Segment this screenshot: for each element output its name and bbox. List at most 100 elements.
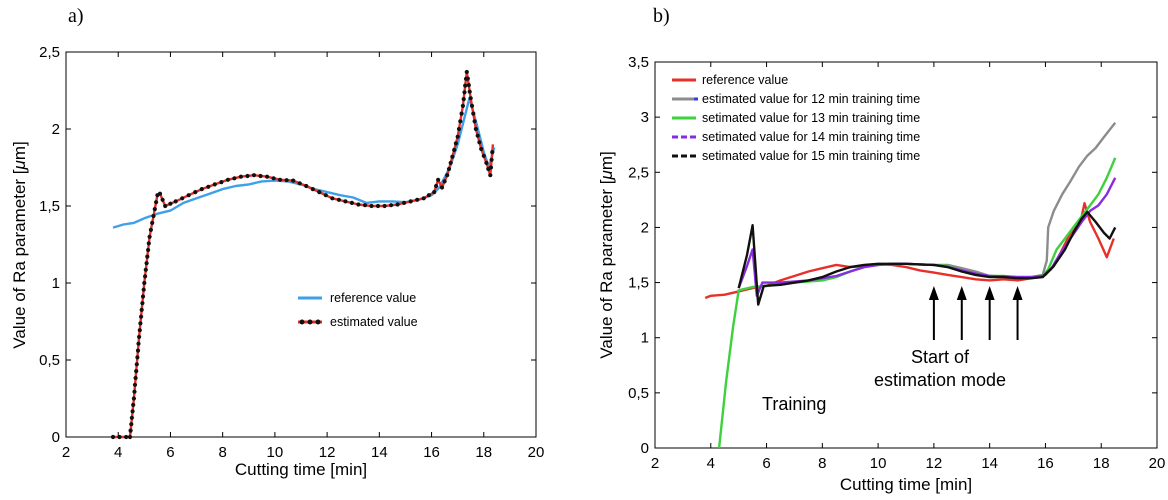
- series-marker-a-1: [138, 321, 143, 326]
- series-marker-a-1: [199, 187, 204, 192]
- series-marker-a-1: [473, 126, 478, 132]
- series-marker-a-1: [137, 334, 142, 339]
- series-marker-a-1: [465, 76, 470, 81]
- x-axis-title-b: Cutting time [min]: [840, 475, 972, 494]
- series-marker-a-1: [432, 190, 437, 195]
- series-marker-a-1: [117, 434, 122, 440]
- arrow-head-3: [1012, 286, 1023, 300]
- y-tick-label-b-4: 2: [641, 219, 649, 236]
- series-marker-a-1: [146, 247, 151, 253]
- series-marker-a-1: [291, 178, 296, 183]
- x-tick-label-a-1: 4: [114, 444, 122, 461]
- series-marker-a-1: [488, 173, 493, 178]
- y-tick-label-b-2: 1: [641, 330, 649, 347]
- series-marker-a-1: [461, 97, 466, 102]
- series-marker-a-1: [459, 111, 464, 116]
- x-tick-label-b-5: 12: [926, 455, 943, 472]
- series-marker-a-1: [477, 140, 482, 145]
- axis-ticks-a: 2 4 6 8 10 12 14 16 18 20 0 0,5 1 1,5 2 2,5: [39, 44, 544, 461]
- series-marker-a-1: [471, 111, 476, 116]
- y-tick-label-a-2: 1: [52, 275, 60, 292]
- y-tick-label-b-5: 2,5: [628, 164, 649, 181]
- legend-label-b-1: estimated value for 12 min training time: [702, 92, 920, 106]
- series-marker-a-1: [452, 147, 457, 153]
- series-marker-a-1: [488, 165, 494, 170]
- axis-ticks-b: 2 4 6 8 10 12 14 16 18 20 0 0,5 1 1,5 2 2,5 3 3,5: [628, 54, 1165, 472]
- series-marker-a-1: [464, 69, 469, 75]
- series-marker-a-1: [168, 201, 173, 206]
- series-marker-a-1: [455, 134, 460, 139]
- series-marker-a-1: [131, 402, 136, 407]
- series-marker-a-1: [330, 196, 335, 201]
- series-line-b-4: [737, 210, 1117, 306]
- series-marker-a-1: [389, 203, 394, 208]
- estimation-start-arrows: [928, 286, 1023, 340]
- series-marker-a-1: [462, 90, 467, 95]
- series-marker-a-1: [134, 369, 139, 374]
- panel-label-a: a): [68, 5, 84, 27]
- series-marker-a-1: [139, 314, 144, 319]
- series-marker-a-1: [130, 409, 135, 414]
- x-tick-label-a-6: 14: [371, 444, 388, 461]
- plot-frame-a: [65, 51, 537, 438]
- series-marker-a-1: [258, 173, 263, 179]
- series-marker-a-1: [150, 220, 155, 225]
- series-marker-a-1: [278, 177, 283, 182]
- y-tick-label-b-1: 0,5: [628, 385, 649, 402]
- series-marker-a-1: [434, 183, 439, 189]
- y-tick-label-a-5: 2,5: [39, 44, 60, 61]
- series-line-b-1: [933, 121, 1117, 279]
- series-marker-a-1: [143, 267, 148, 272]
- series-marker-a-1: [421, 196, 426, 201]
- x-tick-label-b-9: 20: [1149, 455, 1166, 472]
- legend-label-b-0: reference value: [702, 73, 788, 87]
- series-marker-a-1: [131, 396, 136, 401]
- series-marker-a-1: [439, 185, 445, 190]
- series-marker-a-1: [446, 166, 452, 172]
- series-marker-a-1: [136, 341, 141, 346]
- series-marker-a-1: [450, 154, 455, 159]
- series-marker-a-1: [436, 177, 441, 182]
- x-tick-label-a-5: 12: [319, 444, 336, 461]
- series-marker-a-1: [144, 261, 149, 266]
- series-marker-a-1: [160, 197, 165, 202]
- series-marker-a-1: [426, 193, 431, 198]
- y-tick-label-b-3: 1,5: [628, 275, 649, 292]
- series-marker-a-1: [232, 176, 237, 181]
- series-marker-a-1: [219, 180, 224, 185]
- series-marker-a-1: [481, 153, 486, 158]
- series-marker-a-1: [140, 294, 146, 299]
- series-marker-a-1: [304, 183, 309, 189]
- series-group-b: [704, 121, 1117, 449]
- series-marker-a-1: [151, 213, 156, 219]
- x-tick-label-b-7: 16: [1037, 455, 1054, 472]
- series-marker-a-1: [445, 173, 450, 178]
- series-marker-a-1: [265, 174, 270, 179]
- series-marker-a-1: [132, 389, 137, 394]
- series-marker-a-1: [143, 274, 148, 279]
- series-marker-a-1: [284, 178, 289, 183]
- y-axis-title-b: Value of Ra parameter [μm]: [597, 151, 616, 358]
- x-tick-label-a-8: 18: [475, 444, 492, 461]
- x-tick-label-b-0: 2: [651, 455, 659, 472]
- series-marker-a-1: [475, 133, 480, 138]
- series-marker-a-1: [271, 176, 276, 181]
- series-marker-a-1: [453, 141, 458, 146]
- x-tick-label-b-8: 18: [1093, 455, 1110, 472]
- series-marker-a-1: [463, 83, 468, 88]
- series-marker-a-1: [135, 348, 141, 353]
- x-tick-label-b-6: 14: [981, 455, 998, 472]
- series-marker-a-1: [132, 382, 138, 387]
- series-marker-a-1: [484, 160, 489, 165]
- series-marker-a-1: [408, 199, 413, 204]
- legend-label-b-4: setimated value for 15 min training time: [702, 149, 920, 163]
- x-tick-label-b-3: 8: [818, 455, 826, 472]
- legend-b: reference value estimated value for 12 m…: [672, 73, 920, 163]
- series-marker-a-1: [124, 434, 129, 440]
- y-axis-title-a: Value of Ra parameter [μm]: [10, 141, 29, 348]
- series-marker-a-1: [442, 179, 447, 184]
- series-marker-a-1: [238, 174, 243, 179]
- series-marker-a-1: [193, 190, 198, 195]
- series-marker-a-1: [180, 196, 185, 201]
- series-marker-a-1: [456, 126, 462, 132]
